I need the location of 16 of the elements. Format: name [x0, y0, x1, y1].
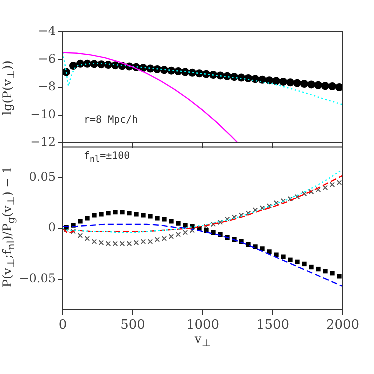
- y-tick-label: −8: [38, 80, 56, 94]
- x-tick-label: 0: [58, 318, 68, 334]
- y-tick-label: 0.05: [29, 170, 56, 184]
- annotation: r=8 Mpc/h: [84, 115, 138, 126]
- x-tick-label: 500: [120, 318, 146, 334]
- y-tick-label: −6: [38, 52, 56, 66]
- annotation: f$_{nl}$=±100: [84, 151, 130, 164]
- y-tick-label: −10: [30, 107, 56, 122]
- x-tick-label: 1500: [256, 318, 290, 334]
- x-tick-label: 2000: [326, 318, 360, 334]
- y-tick-label: −4: [38, 24, 56, 38]
- y-tick-label: −12: [30, 135, 56, 150]
- y-tick-label: 0: [48, 220, 56, 235]
- x-tick-label: 1000: [186, 318, 220, 334]
- x-axis-title: v$_{⊥}$: [194, 332, 212, 350]
- y-tick-label: −0.05: [19, 272, 56, 286]
